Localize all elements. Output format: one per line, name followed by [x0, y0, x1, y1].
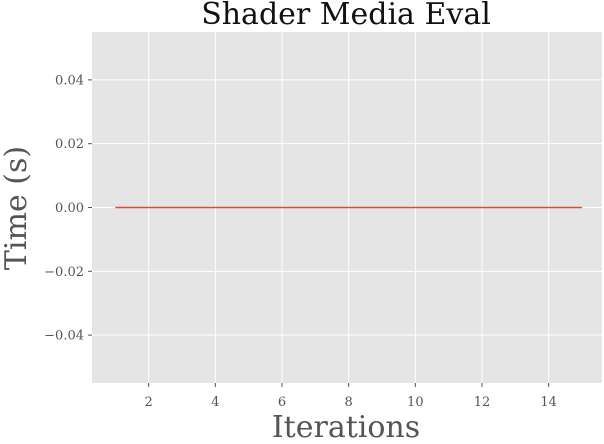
y-tick-label: 0.04: [55, 73, 84, 88]
ticks: 2 4 6 8 10 12 14 0.04 0.02 0.00 −0.02 −0.04: [44, 73, 557, 410]
x-tick-label: 4: [211, 395, 219, 410]
y-tick-label: 0.02: [55, 137, 84, 152]
x-tick-label: 14: [540, 395, 557, 410]
y-tick-label: 0.00: [55, 201, 84, 216]
chart-title: Shader Media Eval: [201, 0, 491, 32]
x-tick-label: 6: [278, 395, 286, 410]
y-tick-label: −0.02: [44, 265, 84, 280]
y-tick-label: −0.04: [44, 329, 84, 344]
y-axis-label: Time (s): [0, 146, 34, 270]
x-tick-label: 10: [407, 395, 424, 410]
x-tick-label: 2: [145, 395, 153, 410]
x-tick-label: 8: [345, 395, 353, 410]
x-axis-label: Iterations: [272, 410, 420, 444]
x-tick-label: 12: [474, 395, 491, 410]
